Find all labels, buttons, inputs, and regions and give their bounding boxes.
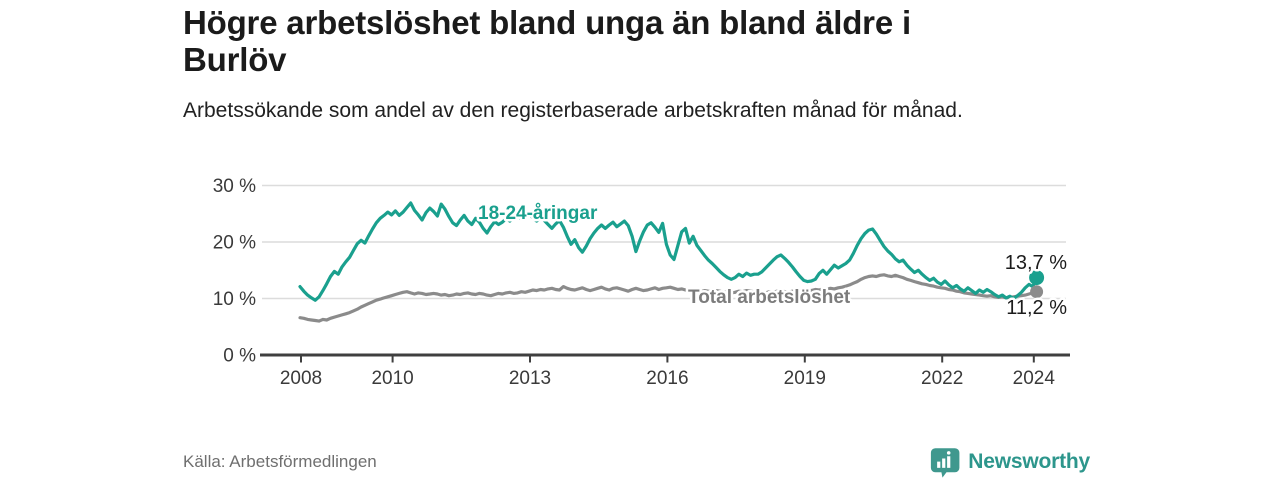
chart-title: Högre arbetslöshet bland unga än bland ä… <box>183 4 911 78</box>
x-tick-label-2019: 2019 <box>784 368 826 389</box>
x-tick-label-2013: 2013 <box>509 368 551 389</box>
total-value-label: 11,2 % <box>1006 297 1067 319</box>
x-tick-label-2016: 2016 <box>646 368 688 389</box>
y-tick-label-10: 10 % <box>213 289 256 310</box>
x-tick-label-2024: 2024 <box>1013 368 1056 389</box>
newsworthy-wordmark: Newsworthy <box>968 450 1090 473</box>
chart-subtitle: Arbetssökande som andel av den registerb… <box>183 99 963 122</box>
total-end-dot <box>1030 285 1044 299</box>
y-tick-label-0: 0 % <box>223 346 256 367</box>
young-end-dot <box>1029 270 1045 286</box>
y-tick-label-20: 20 % <box>213 233 256 254</box>
young-series-label: 18-24-åringar <box>478 203 598 224</box>
newsworthy-logo[interactable]: Newsworthy <box>930 444 1090 480</box>
x-tick-label-2010: 2010 <box>371 368 413 389</box>
young-series-line <box>298 201 1039 302</box>
total-series-label: Total arbetslöshet <box>688 287 851 308</box>
x-tick-label-2008: 2008 <box>280 368 322 389</box>
source-note: Källa: Arbetsförmedlingen <box>183 452 377 471</box>
young-value-label: 13,7 % <box>1005 252 1067 274</box>
y-tick-label-30: 30 % <box>213 176 256 197</box>
x-tick-label-2022: 2022 <box>921 368 963 389</box>
total-series-line <box>298 273 1039 323</box>
newsworthy-logo-icon <box>930 447 960 478</box>
